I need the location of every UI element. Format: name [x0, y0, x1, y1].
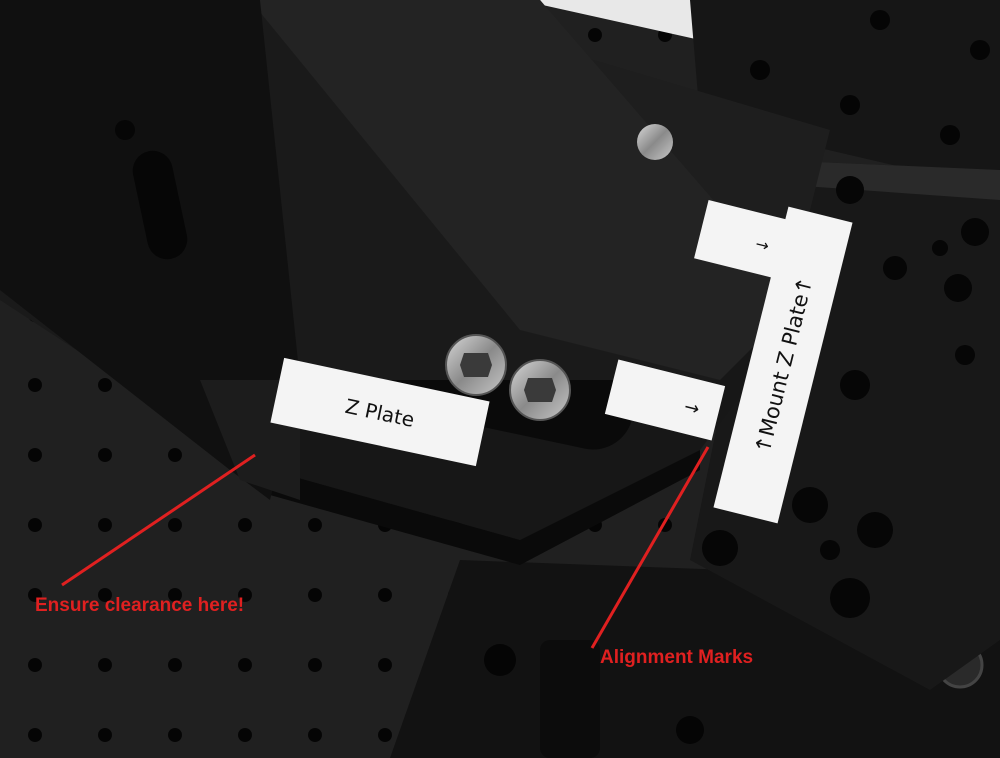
cap-screw-right	[509, 359, 571, 421]
cap-screw-left	[445, 334, 507, 396]
upper-right-plate	[690, 0, 1000, 190]
arrow-right-lower-text: →	[682, 396, 702, 420]
alignment-pointer-line	[590, 446, 710, 649]
lower-knob	[540, 640, 600, 758]
arrow-right-upper-text: →	[754, 234, 772, 256]
alignment-annotation: Alignment Marks	[600, 647, 753, 668]
z-plate-label: Z Plate	[270, 357, 490, 467]
clearance-annotation: Ensure clearance here!	[35, 595, 244, 616]
alignment-arrow-label-lower: →	[604, 359, 726, 441]
clearance-pointer-line	[61, 453, 256, 587]
alignment-arrow-label-upper: →	[694, 200, 796, 280]
